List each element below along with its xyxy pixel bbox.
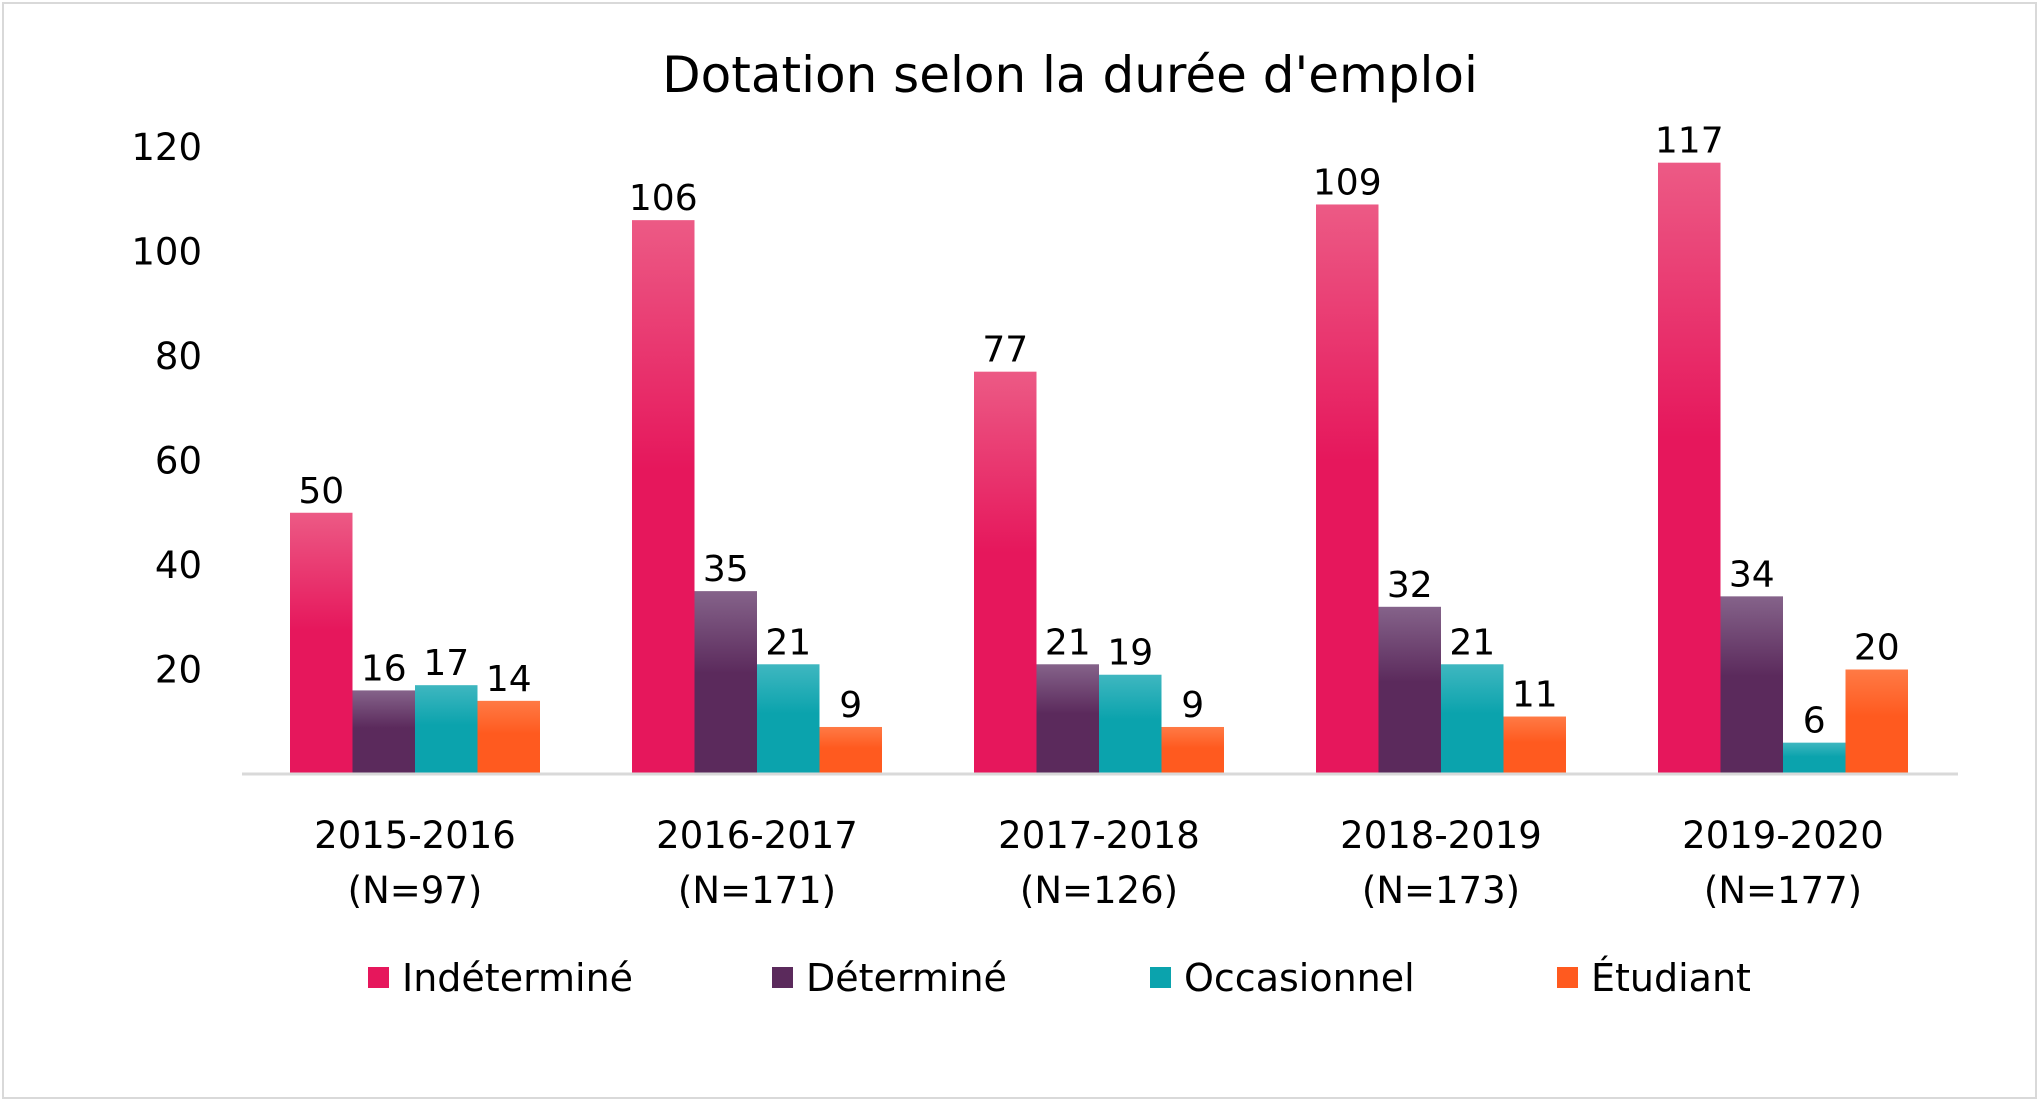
x-tick-label: 2015-2016 bbox=[314, 814, 516, 857]
y-tick-label: 20 bbox=[155, 649, 202, 692]
legend-swatch bbox=[772, 967, 793, 988]
x-tick-label: 2018-2019 bbox=[1340, 814, 1542, 857]
x-tick-label: (N=171) bbox=[678, 869, 836, 912]
data-label: 21 bbox=[1045, 622, 1091, 663]
y-axis: 20 40 60 80 100 120 bbox=[131, 126, 202, 692]
y-tick-label: 40 bbox=[155, 544, 202, 587]
y-tick-label: 120 bbox=[131, 126, 202, 169]
bar-déterminé bbox=[1036, 664, 1099, 774]
data-label: 106 bbox=[629, 178, 698, 219]
legend-item: Indéterminé bbox=[368, 956, 633, 1000]
data-label: 117 bbox=[1655, 121, 1724, 162]
legend-item: Étudiant bbox=[1557, 956, 1751, 1000]
bar-déterminé bbox=[352, 690, 415, 774]
data-label: 9 bbox=[1181, 685, 1204, 726]
bar-déterminé bbox=[694, 591, 757, 774]
x-tick-label: (N=173) bbox=[1362, 869, 1520, 912]
bar-étudiant bbox=[819, 726, 882, 774]
data-label: 109 bbox=[1313, 162, 1382, 203]
data-label: 21 bbox=[765, 622, 811, 663]
x-tick-label: 2017-2018 bbox=[998, 814, 1200, 857]
y-tick-label: 60 bbox=[155, 440, 202, 483]
x-tick-label: 2019-2020 bbox=[1682, 814, 1884, 857]
bar-occasionnel bbox=[415, 685, 478, 774]
legend-swatch bbox=[1557, 967, 1578, 988]
data-label: 77 bbox=[982, 330, 1028, 371]
bar-indéterminé bbox=[1316, 204, 1379, 775]
data-label: 19 bbox=[1107, 633, 1153, 674]
data-label: 16 bbox=[361, 648, 407, 689]
data-label: 6 bbox=[1803, 701, 1826, 742]
bar-déterminé bbox=[1720, 596, 1783, 774]
legend-label: Étudiant bbox=[1591, 956, 1751, 1000]
data-label: 35 bbox=[703, 549, 749, 590]
data-label: 50 bbox=[298, 471, 344, 512]
x-axis: 2015-2016 (N=97) 2016-2017 (N=171) 2017-2018… bbox=[242, 772, 1958, 912]
bar-étudiant bbox=[1161, 726, 1224, 774]
x-tick-label: 2016-2017 bbox=[656, 814, 858, 857]
chart-title: Dotation selon la durée d'emploi bbox=[662, 46, 1478, 104]
bar-déterminé bbox=[1378, 606, 1441, 774]
data-label: 34 bbox=[1729, 554, 1775, 595]
legend-label: Occasionnel bbox=[1184, 956, 1415, 1000]
bar-indéterminé bbox=[974, 371, 1037, 774]
bar-étudiant bbox=[1845, 669, 1908, 774]
legend-item: Occasionnel bbox=[1150, 956, 1415, 1000]
data-label: 21 bbox=[1449, 622, 1495, 663]
x-tick-label: (N=126) bbox=[1020, 869, 1178, 912]
bars: 50 16 17 14 106 35 21 9 77 21 19 9 109 32 21 11 117 34 6 20 bbox=[290, 121, 1908, 775]
bar-occasionnel bbox=[1783, 742, 1846, 774]
x-tick-label: (N=97) bbox=[348, 869, 483, 912]
data-label: 11 bbox=[1512, 675, 1558, 716]
data-label: 20 bbox=[1854, 628, 1900, 669]
data-label: 9 bbox=[839, 685, 862, 726]
legend-label: Déterminé bbox=[806, 956, 1007, 1000]
y-tick-label: 100 bbox=[131, 231, 202, 274]
legend-swatch bbox=[368, 967, 389, 988]
bar-occasionnel bbox=[1099, 674, 1162, 774]
bar-étudiant bbox=[477, 700, 540, 774]
data-label: 32 bbox=[1387, 565, 1433, 606]
data-label: 14 bbox=[486, 659, 532, 700]
bar-occasionnel bbox=[1441, 664, 1504, 774]
legend-swatch bbox=[1150, 967, 1171, 988]
bar-étudiant bbox=[1503, 716, 1566, 774]
bar-indéterminé bbox=[290, 512, 353, 774]
y-tick-label: 80 bbox=[155, 335, 202, 378]
data-label: 17 bbox=[423, 643, 469, 684]
bar-occasionnel bbox=[757, 664, 820, 774]
x-tick-label: (N=177) bbox=[1704, 869, 1862, 912]
bar-indéterminé bbox=[632, 220, 695, 774]
legend-label: Indéterminé bbox=[402, 956, 633, 1000]
legend-item: Déterminé bbox=[772, 956, 1007, 1000]
legend: Indéterminé Déterminé Occasionnel Étudiant bbox=[368, 956, 1751, 1000]
bar-indéterminé bbox=[1658, 162, 1721, 775]
